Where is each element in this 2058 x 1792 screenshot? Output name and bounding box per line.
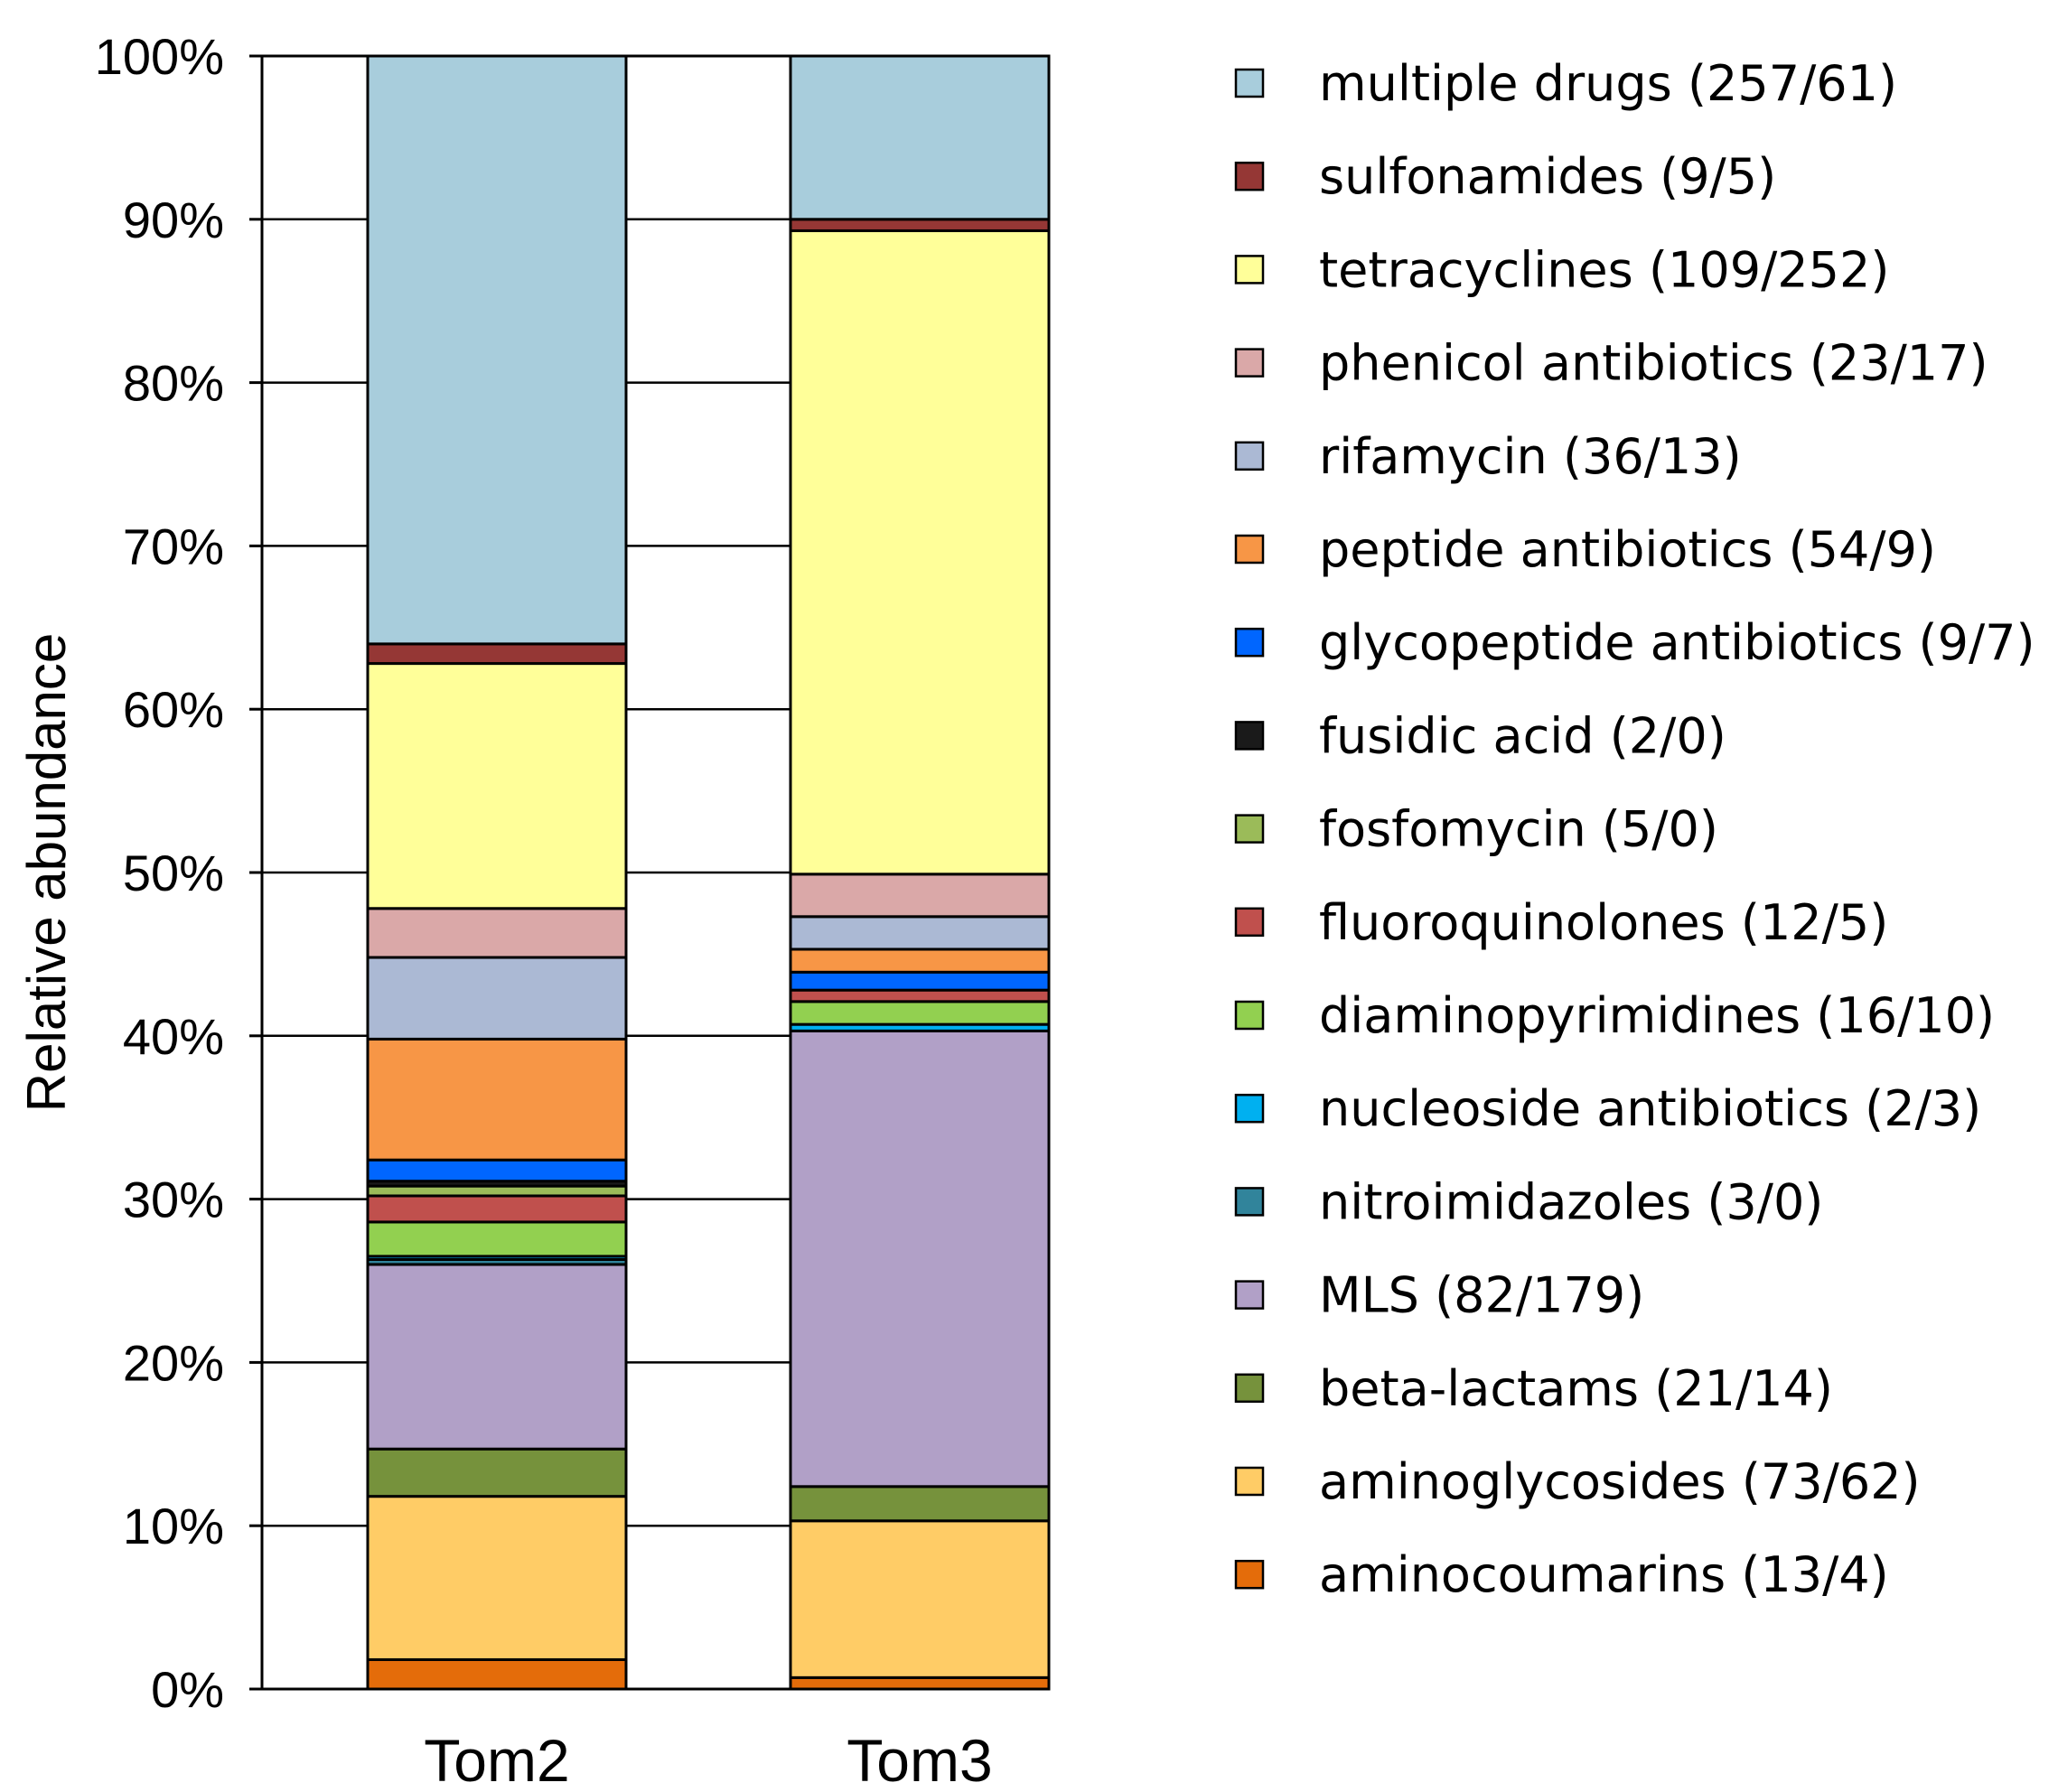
bars xyxy=(366,54,1051,1691)
bar-segment-phenicol-antibiotics xyxy=(789,873,1051,919)
bar-segment-rifamycin xyxy=(789,915,1051,951)
axes: 0% 10% 20% 30% 40% 50% 60% 70% 80% 90% 100% Relativ… xyxy=(16,28,993,1792)
legend-swatch xyxy=(1234,627,1265,658)
bar-segment-tetracyclines xyxy=(366,662,628,910)
legend-item: MLS (82/179) xyxy=(1234,1267,1644,1324)
bar-segment-diaminopyrimidines xyxy=(789,1000,1051,1026)
legend-label: MLS (82/179) xyxy=(1319,1267,1644,1324)
legend-swatch xyxy=(1234,1000,1265,1031)
y-tick-label: 70% xyxy=(123,518,224,574)
legend-label: tetracyclines (109/252) xyxy=(1319,241,1889,298)
bar-segment-sulfonamides xyxy=(789,218,1051,232)
legend-item: peptide antibiotics (54/9) xyxy=(1234,521,1936,578)
bar-segment-mls xyxy=(789,1029,1051,1489)
legend-item: fusidic acid (2/0) xyxy=(1234,707,1726,764)
bar-segment-multiple-drugs xyxy=(789,54,1051,221)
bar-segment-aminocoumarins xyxy=(366,1657,628,1691)
bar-segment-phenicol-antibiotics xyxy=(366,907,628,959)
legend-item: beta-lactams (21/14) xyxy=(1234,1360,1833,1417)
legend-item: aminoglycosides (73/62) xyxy=(1234,1453,1921,1510)
legend-label: diaminopyrimidines (16/10) xyxy=(1319,987,1995,1044)
legend-label: nitroimidazoles (3/0) xyxy=(1319,1173,1823,1230)
bar-segment-sulfonamides xyxy=(366,642,628,666)
legend-item: diaminopyrimidines (16/10) xyxy=(1234,987,1995,1044)
legend-item: fluoroquinolones (12/5) xyxy=(1234,894,1888,951)
x-category-label: Tom2 xyxy=(424,1727,569,1787)
legend-label: nucleoside antibiotics (2/3) xyxy=(1319,1080,1981,1137)
y-tick-label: 30% xyxy=(123,1171,224,1228)
y-tick-label: 40% xyxy=(123,1008,224,1065)
legend-swatch xyxy=(1234,1093,1265,1124)
legend-item: fosfomycin (5/0) xyxy=(1234,801,1718,858)
legend-label: beta-lactams (21/14) xyxy=(1319,1360,1833,1417)
bar-segment-mls xyxy=(366,1263,628,1451)
legend-swatch xyxy=(1234,161,1265,191)
bar-segment-aminocoumarins xyxy=(789,1675,1051,1691)
legend-swatch xyxy=(1234,348,1265,378)
legend-swatch xyxy=(1234,534,1265,565)
bar-segment-rifamycin xyxy=(366,956,628,1041)
bar-segment-aminoglycosides xyxy=(366,1495,628,1661)
bar-segment-fluoroquinolones xyxy=(366,1194,628,1224)
legend-swatch xyxy=(1234,441,1265,471)
bar-segment-peptide-antibiotics xyxy=(789,947,1051,974)
bar-segment-fosfomycin xyxy=(366,1184,628,1198)
bar-segment-fluoroquinolones xyxy=(789,988,1051,1003)
bar-segment-aminoglycosides xyxy=(789,1519,1051,1679)
legend-item: rifamycin (36/13) xyxy=(1234,428,1742,485)
legend-label: glycopeptide antibiotics (9/7) xyxy=(1319,614,2035,671)
legend-label: fosfomycin (5/0) xyxy=(1319,801,1718,858)
legend-label: fluoroquinolones (12/5) xyxy=(1319,894,1888,951)
legend-swatch xyxy=(1234,255,1265,285)
bar-segment-peptide-antibiotics xyxy=(366,1037,628,1162)
bar-segment-tetracyclines xyxy=(789,229,1051,876)
legend-label: multiple drugs (257/61) xyxy=(1319,55,1897,112)
x-category-label: Tom3 xyxy=(847,1727,992,1787)
bar-tom3 xyxy=(789,54,1051,1691)
bar-tom2 xyxy=(366,54,628,1691)
legend-label: rifamycin (36/13) xyxy=(1319,428,1742,485)
legend-item: nucleoside antibiotics (2/3) xyxy=(1234,1080,1981,1137)
y-tick-label: 80% xyxy=(123,355,224,412)
legend-label: sulfonamides (9/5) xyxy=(1319,148,1776,205)
y-tick-label: 10% xyxy=(123,1498,224,1554)
legend-swatch xyxy=(1234,814,1265,844)
bar-segment-multiple-drugs xyxy=(366,54,628,646)
legend-item: glycopeptide antibiotics (9/7) xyxy=(1234,614,2035,671)
y-tick-label: 20% xyxy=(123,1334,224,1391)
legend-item: sulfonamides (9/5) xyxy=(1234,148,1776,205)
legend-swatch xyxy=(1234,1466,1265,1497)
y-tick-label: 90% xyxy=(123,191,224,248)
legend-swatch xyxy=(1234,1187,1265,1217)
legend-item: nitroimidazoles (3/0) xyxy=(1234,1173,1823,1230)
bar-segment-beta-lactams xyxy=(789,1485,1051,1523)
y-tick-label: 100% xyxy=(95,28,224,85)
legend-item: tetracyclines (109/252) xyxy=(1234,241,1889,298)
y-axis-title: Relative abundance xyxy=(16,633,77,1112)
legend-swatch xyxy=(1234,1559,1265,1590)
legend-swatch xyxy=(1234,68,1265,98)
legend-swatch xyxy=(1234,1373,1265,1404)
legend-label: aminocoumarins (13/4) xyxy=(1319,1546,1889,1603)
legend-label: phenicol antibiotics (23/17) xyxy=(1319,335,1988,392)
legend-swatch xyxy=(1234,907,1265,938)
y-tick-label: 50% xyxy=(123,845,224,901)
bar-segment-diaminopyrimidines xyxy=(366,1220,628,1258)
legend-item: aminocoumarins (13/4) xyxy=(1234,1546,1889,1603)
legend-label: peptide antibiotics (54/9) xyxy=(1319,521,1936,578)
bar-segment-glycopeptide-antibiotics xyxy=(366,1158,628,1183)
legend: multiple drugs (257/61) sulfonamides (9/5… xyxy=(1234,55,2035,1603)
y-tick-label: 60% xyxy=(123,681,224,738)
legend-swatch xyxy=(1234,721,1265,751)
legend-item: multiple drugs (257/61) xyxy=(1234,55,1897,112)
y-tick-label: 0% xyxy=(151,1661,224,1718)
legend-label: aminoglycosides (73/62) xyxy=(1319,1453,1921,1510)
legend-swatch xyxy=(1234,1280,1265,1310)
legend-label: fusidic acid (2/0) xyxy=(1319,707,1726,764)
bar-segment-glycopeptide-antibiotics xyxy=(789,970,1051,992)
bar-segment-beta-lactams xyxy=(366,1447,628,1498)
legend-item: phenicol antibiotics (23/17) xyxy=(1234,335,1988,392)
